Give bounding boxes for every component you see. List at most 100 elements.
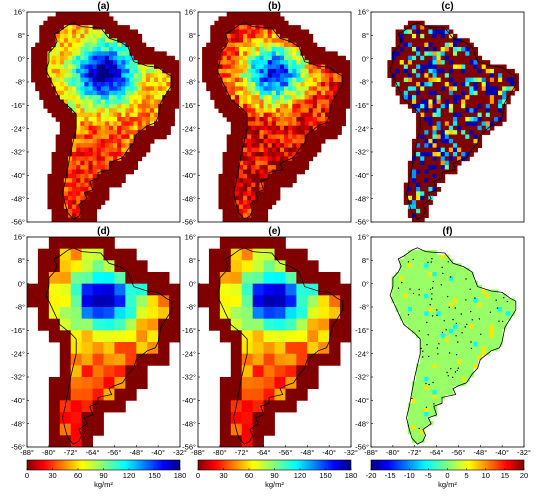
grid-cell [219, 388, 232, 401]
grid-cell [162, 51, 167, 57]
grid-cell [96, 42, 102, 48]
grid-cell [284, 73, 289, 79]
grid-cell [271, 68, 277, 74]
grid-cell [230, 200, 236, 205]
grid-cell [407, 412, 413, 417]
grid-cell [158, 60, 163, 65]
grid-cell [457, 125, 462, 131]
grid-cell [337, 60, 342, 65]
x-tick-label: -56° [279, 448, 293, 457]
grid-cell [275, 90, 281, 96]
grid-cell [149, 47, 155, 52]
grid-cell [457, 355, 462, 360]
grid-cell [226, 213, 232, 219]
grid-cell [84, 51, 89, 57]
grid-cell [284, 108, 289, 114]
grid-cell [92, 178, 98, 184]
grid-cell [92, 16, 98, 22]
grid-cell [55, 160, 61, 166]
grid-cell [452, 60, 458, 65]
grid-cell [452, 33, 458, 39]
grid-cell [247, 121, 252, 127]
grid-cell [103, 318, 115, 331]
grid-cell [489, 68, 495, 74]
grid-cell [469, 368, 474, 374]
grid-cell [428, 293, 433, 299]
grid-cell [37, 248, 50, 261]
grid-cell [502, 73, 507, 79]
grid-cell [403, 29, 409, 35]
grid-cell [263, 283, 275, 296]
grid-cell [136, 330, 148, 343]
grid-cell [162, 103, 167, 109]
grid-cell [271, 12, 277, 17]
grid-cell [424, 68, 429, 74]
grid-cell [76, 200, 81, 205]
grid-cell [469, 333, 474, 339]
grid-cell [55, 117, 61, 122]
grid-cell [271, 147, 277, 153]
grid-cell [55, 108, 61, 114]
grid-cell [432, 272, 437, 277]
grid-cell [100, 25, 106, 30]
grid-cell [39, 77, 44, 83]
grid-cell [125, 64, 130, 70]
grid-cell [226, 90, 232, 96]
grid-cell [337, 95, 342, 100]
grid-cell [37, 318, 50, 331]
grid-cell [465, 103, 470, 109]
grid-cell [206, 51, 211, 57]
grid-cell [230, 435, 243, 447]
grid-cell [80, 16, 85, 22]
grid-cell [300, 125, 305, 131]
grid-cell [318, 318, 330, 331]
grid-cell [169, 318, 180, 331]
grid-cell [395, 33, 401, 39]
grid-cell [325, 99, 330, 105]
grid-cell [104, 134, 110, 140]
grid-cell [222, 195, 228, 201]
grid-cell [461, 328, 466, 334]
grid-cell [514, 73, 519, 79]
grid-cell [320, 99, 326, 105]
grid-cell [222, 208, 228, 214]
grid-cell [108, 103, 114, 109]
grid-cell [92, 143, 98, 149]
grid-cell [31, 47, 36, 52]
grid-cell [440, 315, 446, 321]
grid-cell [121, 95, 126, 100]
grid-cell [51, 95, 57, 100]
grid-cell [329, 55, 334, 61]
grid-cell [263, 213, 269, 219]
grid-cell [300, 156, 305, 162]
grid-cell [452, 342, 458, 347]
grid-cell [76, 182, 81, 188]
grid-cell [432, 267, 437, 273]
grid-cell [113, 25, 118, 30]
grid-cell [465, 372, 470, 378]
grid-cell [230, 342, 243, 355]
grid-cell [166, 68, 171, 74]
grid-cell [241, 388, 254, 401]
grid-cell [411, 208, 417, 214]
grid-cell [100, 165, 106, 170]
grid-cell [252, 377, 264, 390]
grid-cell [452, 103, 458, 109]
grid-cell [285, 260, 297, 273]
grid-cell [48, 423, 61, 436]
grid-cell [477, 337, 483, 343]
grid-cell [485, 346, 491, 352]
grid-cell [92, 64, 98, 70]
grid-cell [117, 165, 122, 170]
grid-cell [420, 156, 425, 162]
grid-cell [444, 152, 450, 157]
grid-cell [117, 178, 122, 184]
grid-cell [300, 82, 305, 87]
grid-cell [230, 143, 236, 149]
grid-cell [222, 156, 228, 162]
grid-cell [444, 320, 450, 325]
grid-cell [469, 51, 474, 57]
grid-cell [510, 77, 515, 83]
grid-cell [469, 138, 474, 144]
